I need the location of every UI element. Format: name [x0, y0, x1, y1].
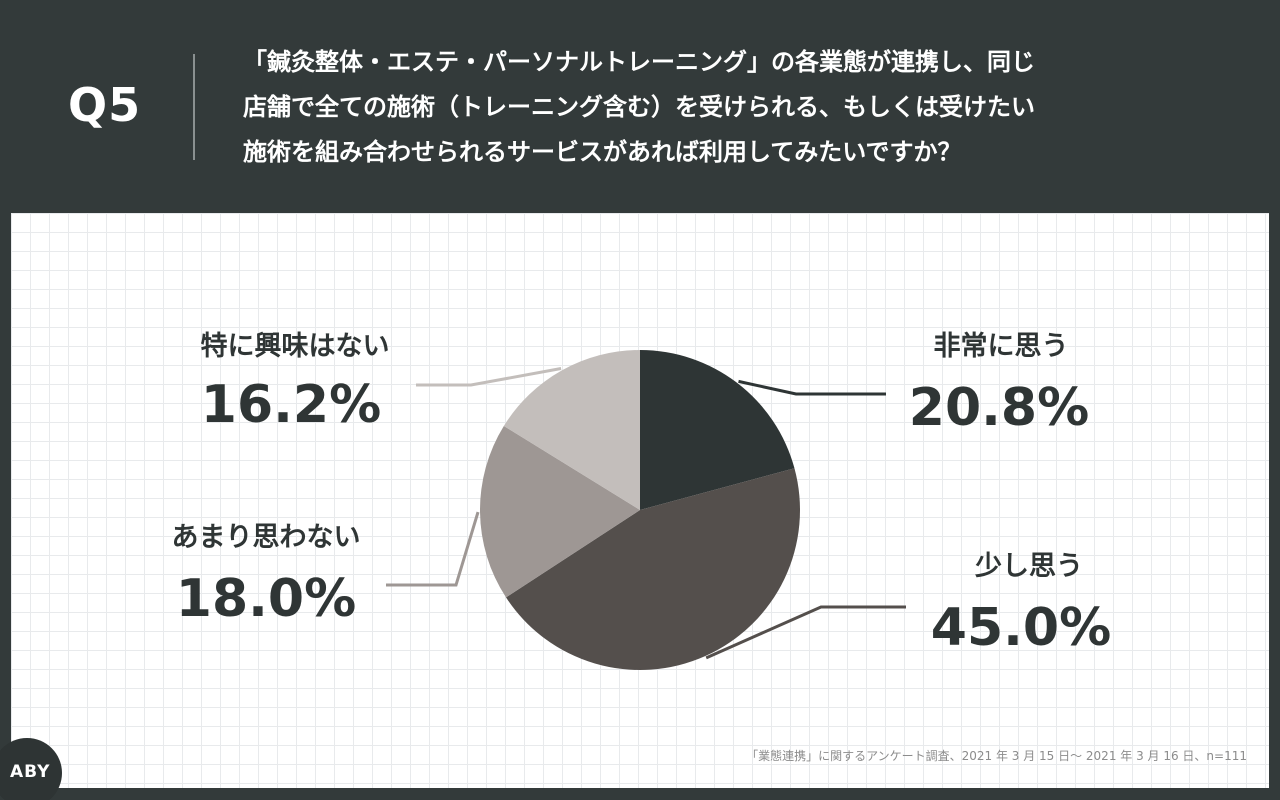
category-label-2: あまり思わない	[172, 522, 361, 553]
question-text: 「鍼灸整体・エステ・パーソナルトレーニング」の各業態が連携し、同じ 店舗で全ての…	[243, 40, 1233, 175]
leader-line-0	[738, 379, 886, 396]
header-divider	[193, 54, 195, 160]
source-note: 「業態連携」に関するアンケート調査、2021 年 3 月 15 日〜 2021 …	[746, 749, 1247, 763]
category-label-0: 非常に思う	[934, 331, 1069, 362]
leader-line-1	[705, 605, 906, 660]
question-number: Q5	[68, 78, 142, 132]
logo-badge	[0, 738, 62, 800]
chart-panel: 非常に思う 20.8% 少し思う 45.0% あまり思わない 18.0% 特に興…	[11, 213, 1269, 788]
question-line-2: 店舗で全ての施術（トレーニング含む）を受けられる、もしくは受けたい	[243, 93, 1035, 121]
value-label-2: 18.0%	[176, 569, 356, 629]
category-label-1: 少し思う	[975, 551, 1083, 582]
pie-slice-3	[503, 350, 640, 510]
value-label-3: 16.2%	[201, 375, 381, 435]
pie-slice-2	[479, 425, 640, 598]
category-label-3: 特に興味はない	[201, 331, 390, 362]
logo: ABY	[10, 762, 51, 782]
value-label-0: 20.8%	[909, 378, 1089, 438]
pie-chart: 非常に思う 20.8% 少し思う 45.0% あまり思わない 18.0% 特に興…	[172, 331, 1111, 670]
header: Q5 「鍼灸整体・エステ・パーソナルトレーニング」の各業態が連携し、同じ 店舗で…	[0, 0, 1280, 212]
question-line-3: 施術を組み合わせられるサービスがあれば利用してみたいですか？	[243, 138, 962, 166]
leader-line-3	[416, 367, 562, 387]
leader-line-2	[386, 511, 480, 587]
question-line-1: 「鍼灸整体・エステ・パーソナルトレーニング」の各業態が連携し、同じ	[243, 48, 1035, 76]
pie-slice-1	[505, 468, 801, 670]
value-label-1: 45.0%	[931, 598, 1111, 658]
pie-slice-0	[640, 350, 795, 510]
